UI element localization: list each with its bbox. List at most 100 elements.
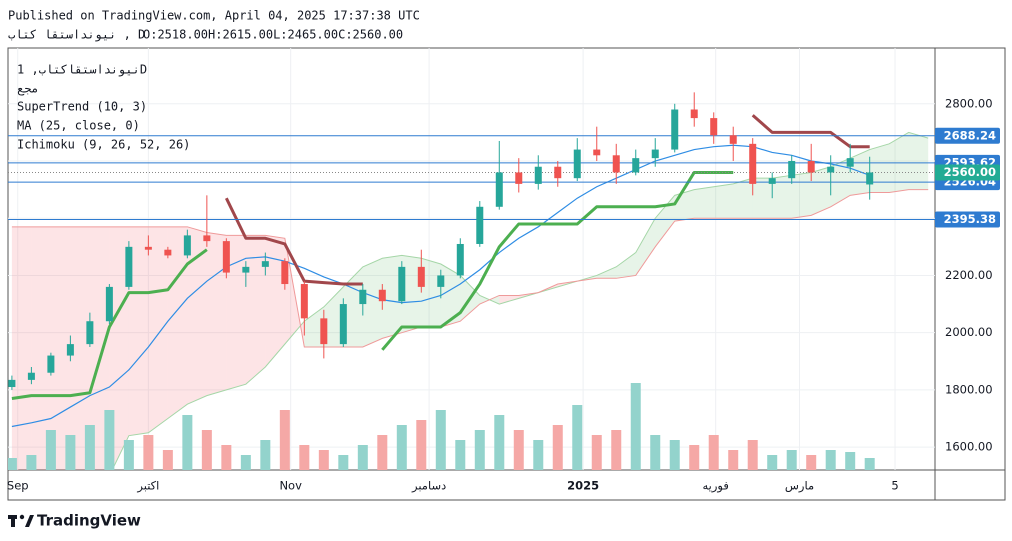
volume-bar — [747, 440, 758, 470]
cloud — [128, 226, 149, 436]
volume-bar — [240, 455, 251, 470]
x-tick-label: مارس — [785, 479, 814, 494]
cloud — [31, 226, 51, 470]
supertrend — [11, 248, 208, 400]
span-b — [11, 189, 929, 348]
volume-bar — [864, 458, 875, 470]
candle-body — [86, 321, 94, 345]
supertrend — [224, 197, 363, 286]
x-tick-label: Nov — [279, 479, 302, 493]
volume-bar — [299, 445, 310, 470]
candle-body — [651, 149, 659, 159]
volume-bar — [143, 435, 154, 470]
cloud — [362, 258, 383, 347]
y-tick-label: 1600.00 — [945, 440, 993, 454]
volume-bar — [221, 445, 232, 470]
candle-body — [125, 246, 133, 287]
cloud — [616, 252, 636, 279]
volume-bar — [494, 415, 505, 470]
volume-bar — [455, 440, 466, 470]
candle-body — [437, 275, 445, 287]
grid — [8, 48, 935, 470]
cloud — [772, 175, 792, 219]
ohlc-value: 2615.00 — [222, 28, 273, 42]
candle-body — [8, 379, 16, 388]
ohlc-value: 2465.00 — [288, 28, 339, 42]
legend-indicator: MA (25, close, 0) — [17, 119, 140, 133]
candle-body — [398, 266, 406, 302]
volume-bar — [435, 410, 446, 470]
volume-bar — [630, 383, 641, 470]
x-tick-label: 5 — [891, 479, 898, 493]
logo: TradingView — [8, 512, 141, 530]
volume-bar — [182, 415, 193, 470]
cloud — [401, 255, 422, 333]
candle-body — [164, 249, 172, 256]
y-tick-label: 1800.00 — [945, 382, 993, 396]
candle-body — [749, 143, 757, 184]
ohlc-label: L: — [273, 28, 287, 42]
volume-bar — [552, 425, 563, 470]
published: Published on TradingView.com, April 04, … — [8, 9, 420, 23]
candle-body — [339, 304, 347, 345]
y-tick-label: 2800.00 — [945, 96, 993, 110]
cloud — [908, 132, 929, 190]
volume-bar — [26, 455, 37, 470]
last-price-label: 2560.00 — [944, 165, 996, 179]
candle-body — [417, 266, 425, 287]
cloud — [226, 235, 246, 390]
candle-body — [105, 286, 113, 322]
candle-body — [612, 155, 620, 173]
legend-exchange: مجع — [17, 82, 39, 96]
x-tick-label: 2025 — [567, 479, 599, 493]
x-tick-label: دسامبر — [411, 479, 446, 494]
volume-bar — [104, 410, 115, 470]
ohlc-value: 2560.00 — [353, 28, 404, 42]
axes: 1600.001800.002000.002200.002400.002600.… — [7, 96, 1000, 494]
legend-symbol: نيونداستقاكتاب, 1D — [17, 63, 147, 78]
cloud — [70, 226, 90, 470]
candle-body — [554, 166, 562, 179]
ohlc-label: O: — [143, 28, 157, 42]
candle-body — [768, 178, 776, 184]
candle-body — [281, 261, 289, 285]
pane-border — [7, 47, 1006, 501]
candle-body — [27, 372, 35, 380]
volume-bar — [201, 430, 212, 470]
volume-bar — [377, 435, 388, 470]
cloud — [694, 186, 714, 219]
volume-bar — [669, 440, 680, 470]
supertrend — [381, 170, 734, 351]
volume-bar — [513, 430, 524, 470]
cloud — [265, 235, 285, 368]
cloud — [382, 255, 402, 339]
candle-body — [261, 261, 269, 267]
cloud — [635, 218, 656, 276]
cloud — [850, 149, 870, 196]
legend-indicator: SuperTrend (10, 3) — [17, 100, 147, 114]
volume-bar — [84, 425, 95, 470]
candle-body — [866, 172, 874, 185]
volume-bar — [162, 450, 173, 470]
candle-body — [827, 166, 835, 173]
cloud — [187, 226, 207, 405]
volume-bar — [318, 450, 329, 470]
candle-body — [359, 289, 367, 305]
volume-bar — [533, 440, 544, 470]
candle-body — [144, 246, 152, 250]
volume-bar — [786, 450, 797, 470]
cloud — [323, 286, 344, 347]
volume-bar — [728, 450, 739, 470]
cloud — [50, 226, 71, 470]
cloud — [109, 226, 129, 470]
volume-bar — [572, 405, 583, 470]
candle-body — [788, 161, 796, 179]
candle-body — [183, 235, 191, 256]
span-a — [111, 131, 929, 470]
volume-bar — [396, 425, 407, 470]
cloud — [752, 178, 773, 219]
price-label-bg — [935, 211, 1000, 228]
cloud — [421, 258, 441, 327]
cloud — [440, 264, 461, 327]
volume-bar — [45, 430, 56, 470]
